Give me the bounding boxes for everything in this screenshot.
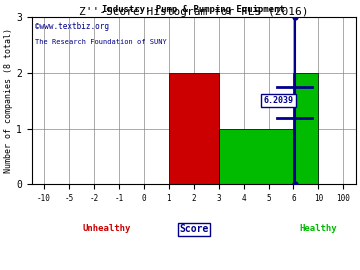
Bar	[169, 73, 219, 184]
Title: Z''-Score Histogram for FLS (2016): Z''-Score Histogram for FLS (2016)	[79, 7, 309, 17]
Text: Healthy: Healthy	[300, 224, 337, 234]
Text: The Research Foundation of SUNY: The Research Foundation of SUNY	[35, 39, 167, 45]
Bar	[219, 129, 293, 184]
Bar	[293, 73, 318, 184]
Text: Industry: Pump & Pumping Equipment: Industry: Pump & Pumping Equipment	[102, 5, 285, 14]
Text: Unhealthy: Unhealthy	[82, 224, 131, 234]
Y-axis label: Number of companies (8 total): Number of companies (8 total)	[4, 28, 13, 173]
Text: ©www.textbiz.org: ©www.textbiz.org	[35, 22, 109, 31]
Text: 6.2039: 6.2039	[264, 96, 293, 105]
Text: Score: Score	[179, 224, 208, 234]
